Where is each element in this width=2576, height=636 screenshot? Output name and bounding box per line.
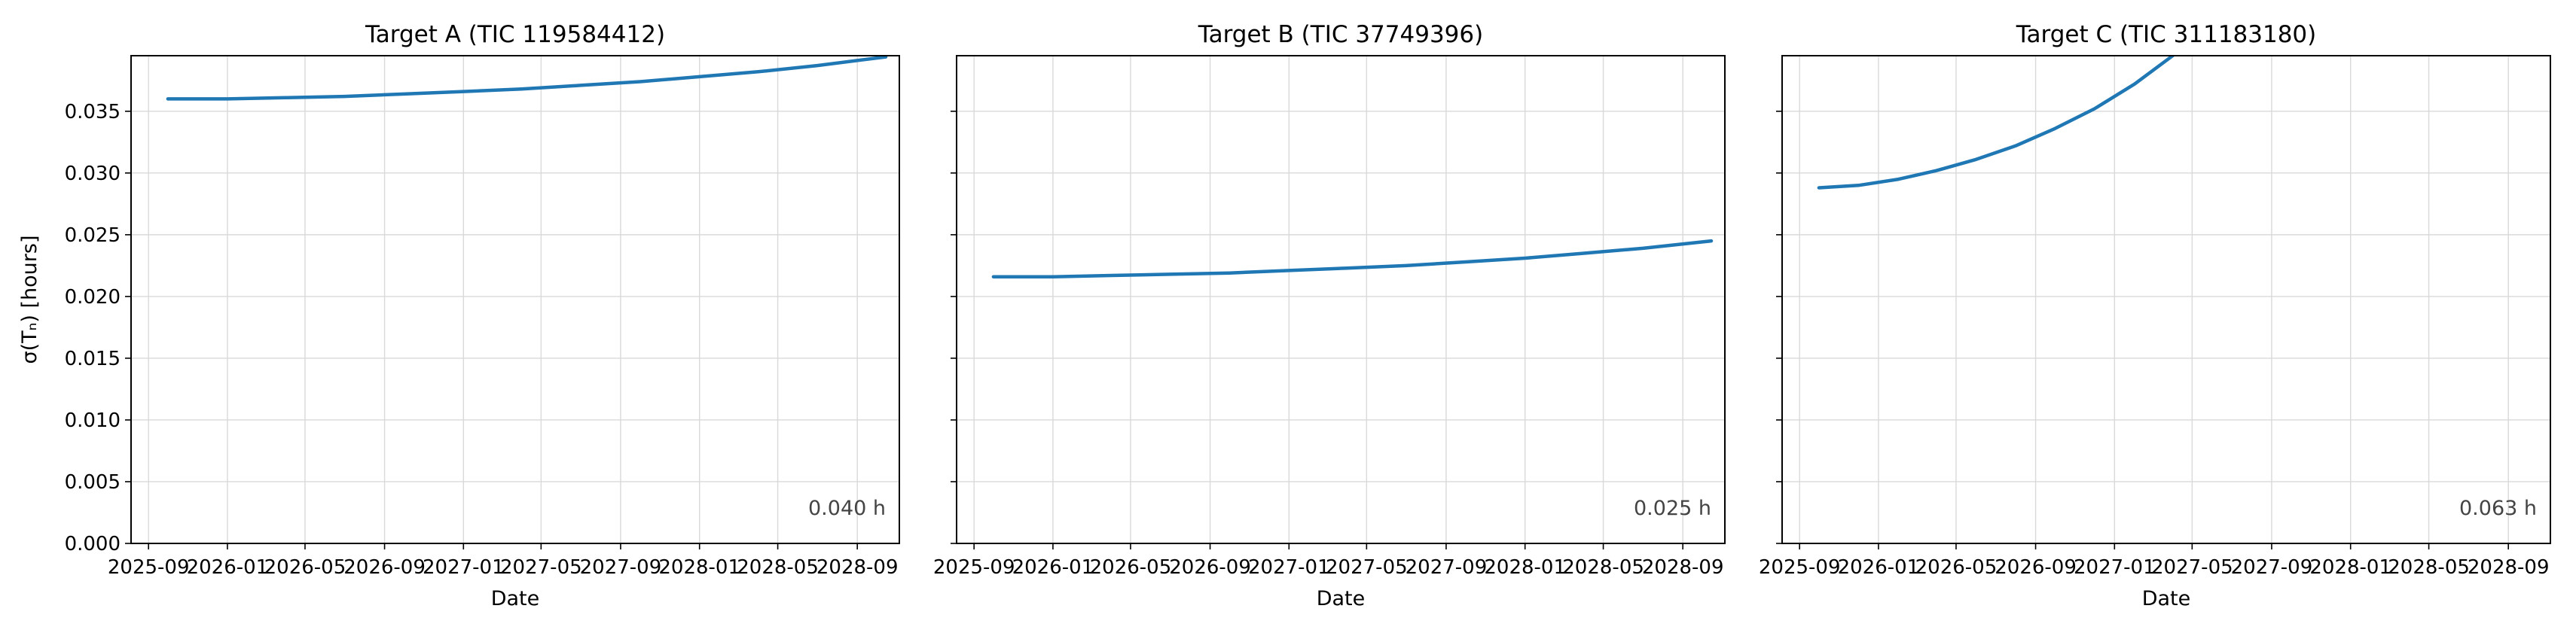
x-tick-label: 2026-05 xyxy=(1915,556,1998,579)
chart-title: Target C (TIC 311183180) xyxy=(2016,21,2317,48)
x-tick-label: 2025-09 xyxy=(1759,556,1841,579)
x-tick-label: 2028-09 xyxy=(1642,556,1724,579)
x-tick-label: 2028-09 xyxy=(2468,556,2550,579)
x-tick-label: 2027-05 xyxy=(1326,556,1408,579)
y-tick-label: 0.015 xyxy=(65,348,121,370)
annotation-text: 0.063 h xyxy=(2459,497,2537,520)
x-tick-label: 2026-05 xyxy=(1090,556,1172,579)
y-tick-label: 0.035 xyxy=(65,101,121,123)
y-tick-label: 0.005 xyxy=(65,471,121,494)
y-tick-label: 0.025 xyxy=(65,224,121,247)
x-tick-label: 2025-09 xyxy=(933,556,1015,579)
x-tick-label: 2027-09 xyxy=(580,556,662,579)
x-tick-label: 2026-01 xyxy=(1838,556,1920,579)
x-tick-label: 2027-09 xyxy=(1406,556,1488,579)
y-tick-label: 0.010 xyxy=(65,409,121,432)
plot-frame xyxy=(1781,55,2551,544)
x-tick-label: 2025-09 xyxy=(108,556,190,579)
annotation-text: 0.040 h xyxy=(808,497,886,520)
plot-frame xyxy=(130,55,900,544)
x-tick-label: 2028-05 xyxy=(1562,556,1644,579)
y-tick-label: 0.000 xyxy=(65,533,121,555)
x-axis-label: Date xyxy=(2142,587,2191,610)
x-tick-label: 2028-01 xyxy=(1484,556,1566,579)
x-tick-label: 2026-09 xyxy=(1169,556,1251,579)
x-tick-label: 2027-01 xyxy=(2074,556,2156,579)
x-tick-label: 2028-09 xyxy=(816,556,899,579)
x-axis-label: Date xyxy=(491,587,540,610)
y-tick-label: 0.030 xyxy=(65,163,121,185)
x-tick-label: 2027-05 xyxy=(2151,556,2233,579)
x-tick-label: 2028-05 xyxy=(737,556,819,579)
x-tick-label: 2027-01 xyxy=(1248,556,1330,579)
chart-title: Target B (TIC 37749396) xyxy=(1198,21,1483,48)
series-line xyxy=(991,239,1714,278)
x-tick-label: 2026-05 xyxy=(264,556,346,579)
x-tick-label: 2027-05 xyxy=(500,556,582,579)
x-tick-label: 2027-09 xyxy=(2231,556,2313,579)
x-tick-label: 2028-01 xyxy=(658,556,740,579)
series-line xyxy=(1817,56,2175,190)
x-tick-label: 2026-01 xyxy=(1012,556,1094,579)
series-line xyxy=(166,56,888,101)
x-tick-label: 2026-01 xyxy=(187,556,269,579)
y-axis-label: σ(Tₙ) [hours] xyxy=(18,236,41,364)
chart-title: Target A (TIC 119584412) xyxy=(365,21,665,48)
x-axis-label: Date xyxy=(1317,587,1366,610)
x-tick-label: 2026-09 xyxy=(343,556,426,579)
x-tick-label: 2026-09 xyxy=(1995,556,2077,579)
x-tick-label: 2028-01 xyxy=(2309,556,2391,579)
x-tick-label: 2027-01 xyxy=(423,556,505,579)
annotation-text: 0.025 h xyxy=(1634,497,1711,520)
plot-frame xyxy=(956,55,1726,544)
x-tick-label: 2028-05 xyxy=(2388,556,2470,579)
y-tick-label: 0.020 xyxy=(65,286,121,309)
